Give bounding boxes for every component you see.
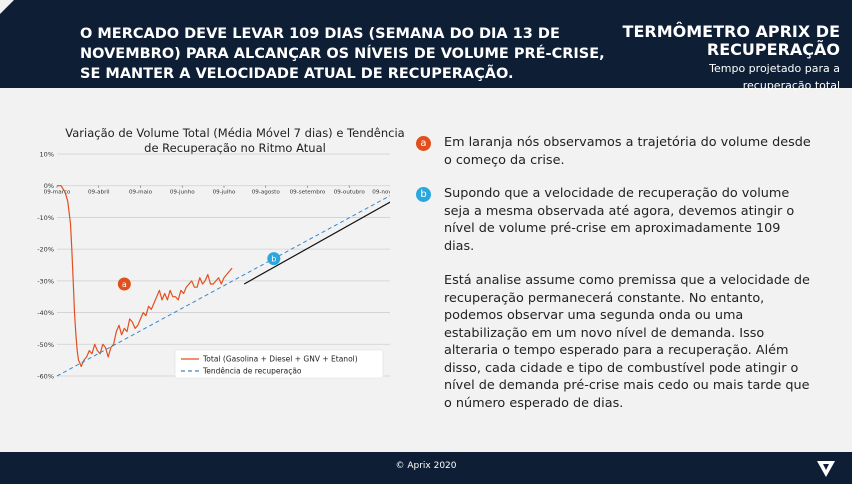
legend-entry: Tendência de recuperação xyxy=(202,367,302,376)
note-b: b Supondo que a velocidade de recuperaçã… xyxy=(414,185,814,255)
x-tick-label: 09-março xyxy=(44,190,71,196)
brand-title: TERMÔMETRO APRIX DE RECUPERAÇÃO xyxy=(622,22,840,59)
y-tick-label: -30% xyxy=(37,277,54,285)
x-tick-label: 09-setembro xyxy=(290,190,326,196)
annotation-label: b xyxy=(271,255,276,264)
footer-bar: © Aprix 2020 xyxy=(0,452,852,484)
annotation-b: b xyxy=(267,252,281,266)
chart-title: Variação de Volume Total (Média Móvel 7 … xyxy=(65,126,405,155)
total-series-line xyxy=(57,185,233,368)
legend-entry: Total (Gasolina + Diesel + GNV + Etanol) xyxy=(202,355,358,364)
x-tick-label: 09-julho xyxy=(213,190,236,196)
copyright: © Aprix 2020 xyxy=(395,461,457,471)
x-tick-label: 09-novembro xyxy=(372,190,390,196)
x-tick-label: 09-maio xyxy=(129,190,153,196)
annotation-badge xyxy=(267,252,281,266)
notes-panel: a Em laranja nós observamos a trajetória… xyxy=(414,134,814,412)
annotation-label: a xyxy=(122,280,127,289)
x-tick-label: 09-junho xyxy=(170,190,195,196)
badge-a: a xyxy=(416,136,431,151)
legend-box xyxy=(174,349,384,379)
annotation-badge xyxy=(117,277,131,291)
y-tick-label: 0% xyxy=(44,182,54,190)
note-a: a Em laranja nós observamos a trajetória… xyxy=(414,134,814,169)
volume-chart: 10% 0% -10% -20% -30% -40% -50% -60% 09-março 09-… xyxy=(37,151,390,381)
header-bar: O MERCADO DEVE LEVAR 109 DIAS (SEMANA DO… xyxy=(0,0,852,92)
note-b-text: Supondo que a velocidade de recuperação … xyxy=(444,186,795,254)
headline: O MERCADO DEVE LEVAR 109 DIAS (SEMANA DO… xyxy=(80,26,605,82)
x-tick-label: 09-agosto xyxy=(252,190,281,196)
annotation-a: a xyxy=(117,277,131,291)
y-tick-label: -20% xyxy=(37,246,54,254)
projection-line xyxy=(243,201,390,285)
y-tick-label: 10% xyxy=(40,151,54,159)
x-tick-label: 09-outubro xyxy=(334,190,366,196)
note-paragraph: Está analise assume como premissa que a … xyxy=(444,273,810,411)
y-tick-label: -10% xyxy=(37,214,54,222)
y-tick-label: -50% xyxy=(37,341,54,349)
aprix-logo-icon xyxy=(817,461,835,477)
y-tick-label: -40% xyxy=(37,309,54,317)
y-tick-label: -60% xyxy=(37,373,54,381)
brand-subtitle: Tempo projetado para a recuperação total xyxy=(709,62,840,92)
legend: Total (Gasolina + Diesel + GNV + Etanol)… xyxy=(174,349,384,379)
badge-b: b xyxy=(416,187,431,202)
note-a-text: Em laranja nós observamos a trajetória d… xyxy=(444,135,811,168)
header-corner-cut xyxy=(0,0,14,14)
trend-series-line xyxy=(56,195,390,377)
x-tick-label: 09-abril xyxy=(88,190,110,196)
